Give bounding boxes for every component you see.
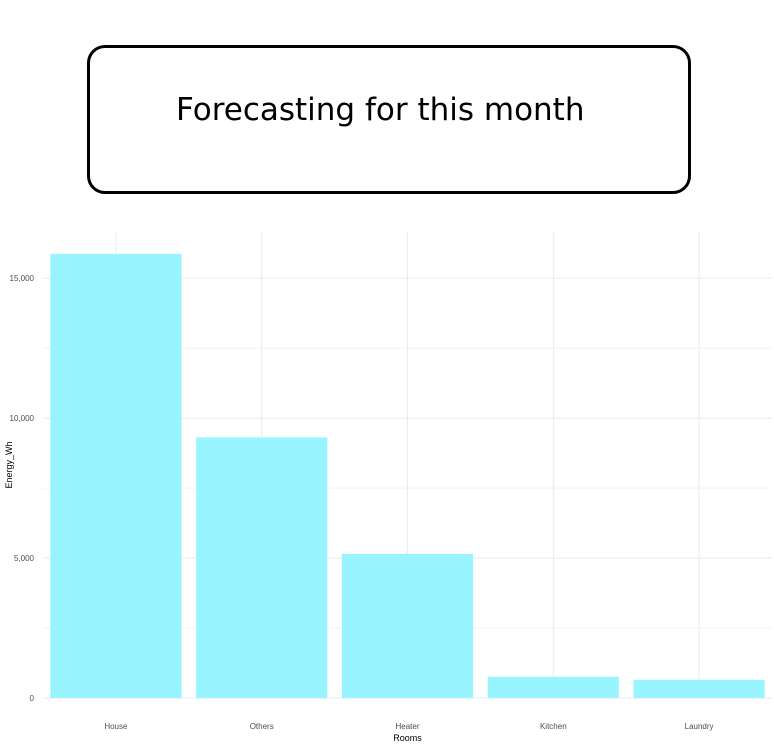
- x-tick-label: Kitchen: [540, 722, 567, 731]
- bar-house: [50, 253, 182, 698]
- bar-laundry: [633, 679, 765, 698]
- y-tick-labels: 0 5,000 10,000 15,000: [10, 274, 35, 703]
- y-tick-label: 5,000: [14, 554, 35, 563]
- y-tick-label: 15,000: [10, 274, 35, 283]
- x-tick-label: Others: [250, 722, 274, 731]
- x-tick-label: House: [104, 722, 128, 731]
- x-tick-label: Heater: [395, 722, 419, 731]
- x-axis-title: Rooms: [393, 733, 422, 743]
- bar-others: [196, 437, 328, 698]
- y-tick-label: 10,000: [10, 414, 35, 423]
- bar-layer: [50, 253, 765, 698]
- bar-heater: [341, 553, 474, 698]
- x-tick-labels: House Others Heater Kitchen Laundry: [104, 722, 713, 731]
- title-box: Forecasting for this month: [87, 45, 691, 194]
- page-title: Forecasting for this month: [176, 92, 585, 128]
- y-axis-title: Energy_Wh: [4, 441, 14, 488]
- y-tick-label: 0: [30, 694, 35, 703]
- x-tick-label: Laundry: [685, 722, 714, 731]
- bar-kitchen: [487, 676, 619, 698]
